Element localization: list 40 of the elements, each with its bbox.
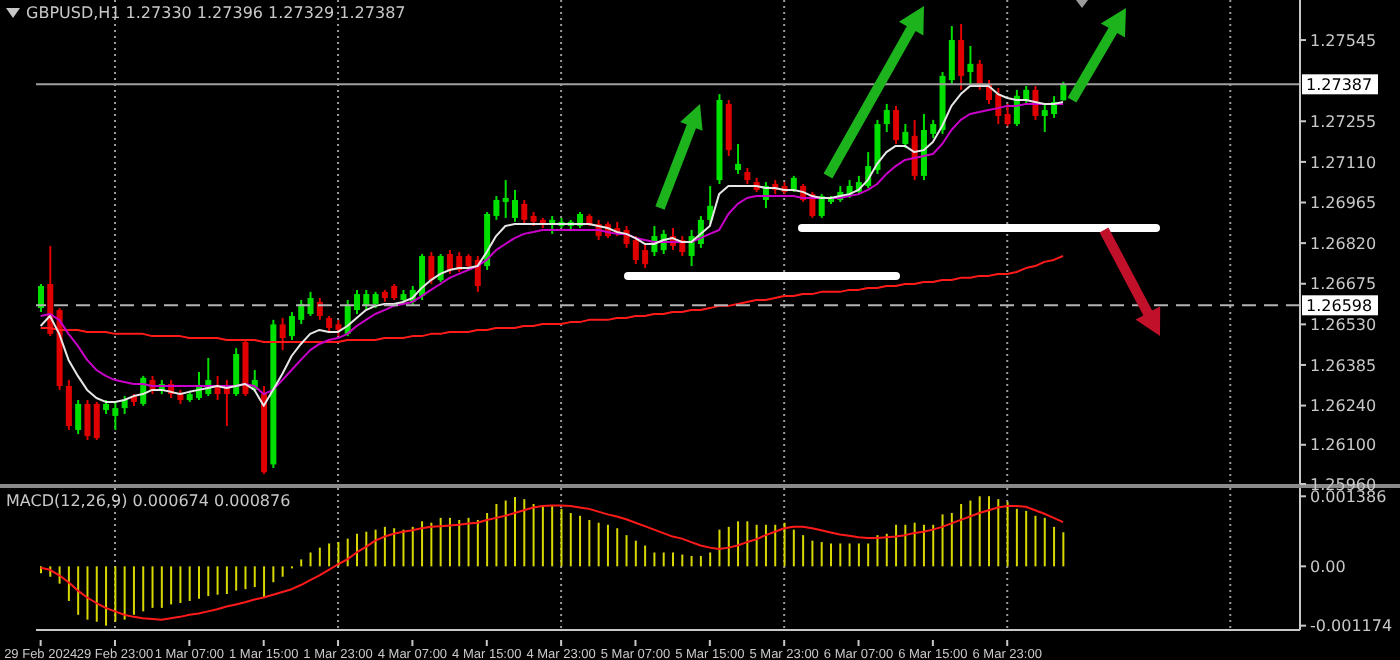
candlestick <box>902 123 909 149</box>
candlestick <box>1060 80 1067 102</box>
ref-line-label: 1.27387 <box>1306 76 1373 95</box>
line-series <box>39 255 1064 343</box>
candlestick <box>437 253 444 284</box>
y-tick-label: 1.26820 <box>1310 234 1377 253</box>
candlestick <box>75 398 82 436</box>
candlestick <box>893 104 900 145</box>
candlestick <box>725 98 732 158</box>
candlestick <box>735 142 742 175</box>
candlestick <box>1004 102 1011 128</box>
y-tick-label: -0.001174 <box>1310 617 1393 636</box>
y-tick-label: 1.27545 <box>1310 31 1377 50</box>
y-tick-label: 1.26385 <box>1310 356 1377 375</box>
candlestick <box>521 198 528 226</box>
ref-line-label: 1.26598 <box>1306 297 1373 316</box>
chart-title: GBPUSD,H1 1.27330 1.27396 1.27329 1.27387 <box>26 4 406 22</box>
y-tick-label: 1.26965 <box>1310 194 1377 213</box>
candlestick <box>428 251 435 286</box>
candlestick <box>976 58 983 91</box>
y-tick-label: 0.00 <box>1310 558 1346 577</box>
y-tick-label: 1.27110 <box>1310 153 1377 172</box>
candlestick <box>967 44 974 86</box>
candlestick <box>279 316 286 352</box>
y-tick-label: 1.26100 <box>1310 436 1377 455</box>
candlestick <box>38 283 44 314</box>
candlestick <box>93 400 100 442</box>
candlestick <box>84 398 91 442</box>
candlestick <box>307 290 314 317</box>
candlestick <box>874 118 881 175</box>
chart-title: MACD(12,26,9) 0.000674 0.000876 <box>6 492 291 510</box>
candlestick <box>65 379 72 431</box>
y-tick-label: 1.27255 <box>1310 112 1377 131</box>
candlestick <box>958 23 965 91</box>
y-tick-label: 1.26675 <box>1310 275 1377 294</box>
candlestick <box>233 347 240 398</box>
line-series <box>39 504 1064 621</box>
y-tick-label: 1.26530 <box>1310 316 1377 335</box>
y-tick-label: 1.26240 <box>1310 397 1377 416</box>
candlestick <box>883 102 890 133</box>
